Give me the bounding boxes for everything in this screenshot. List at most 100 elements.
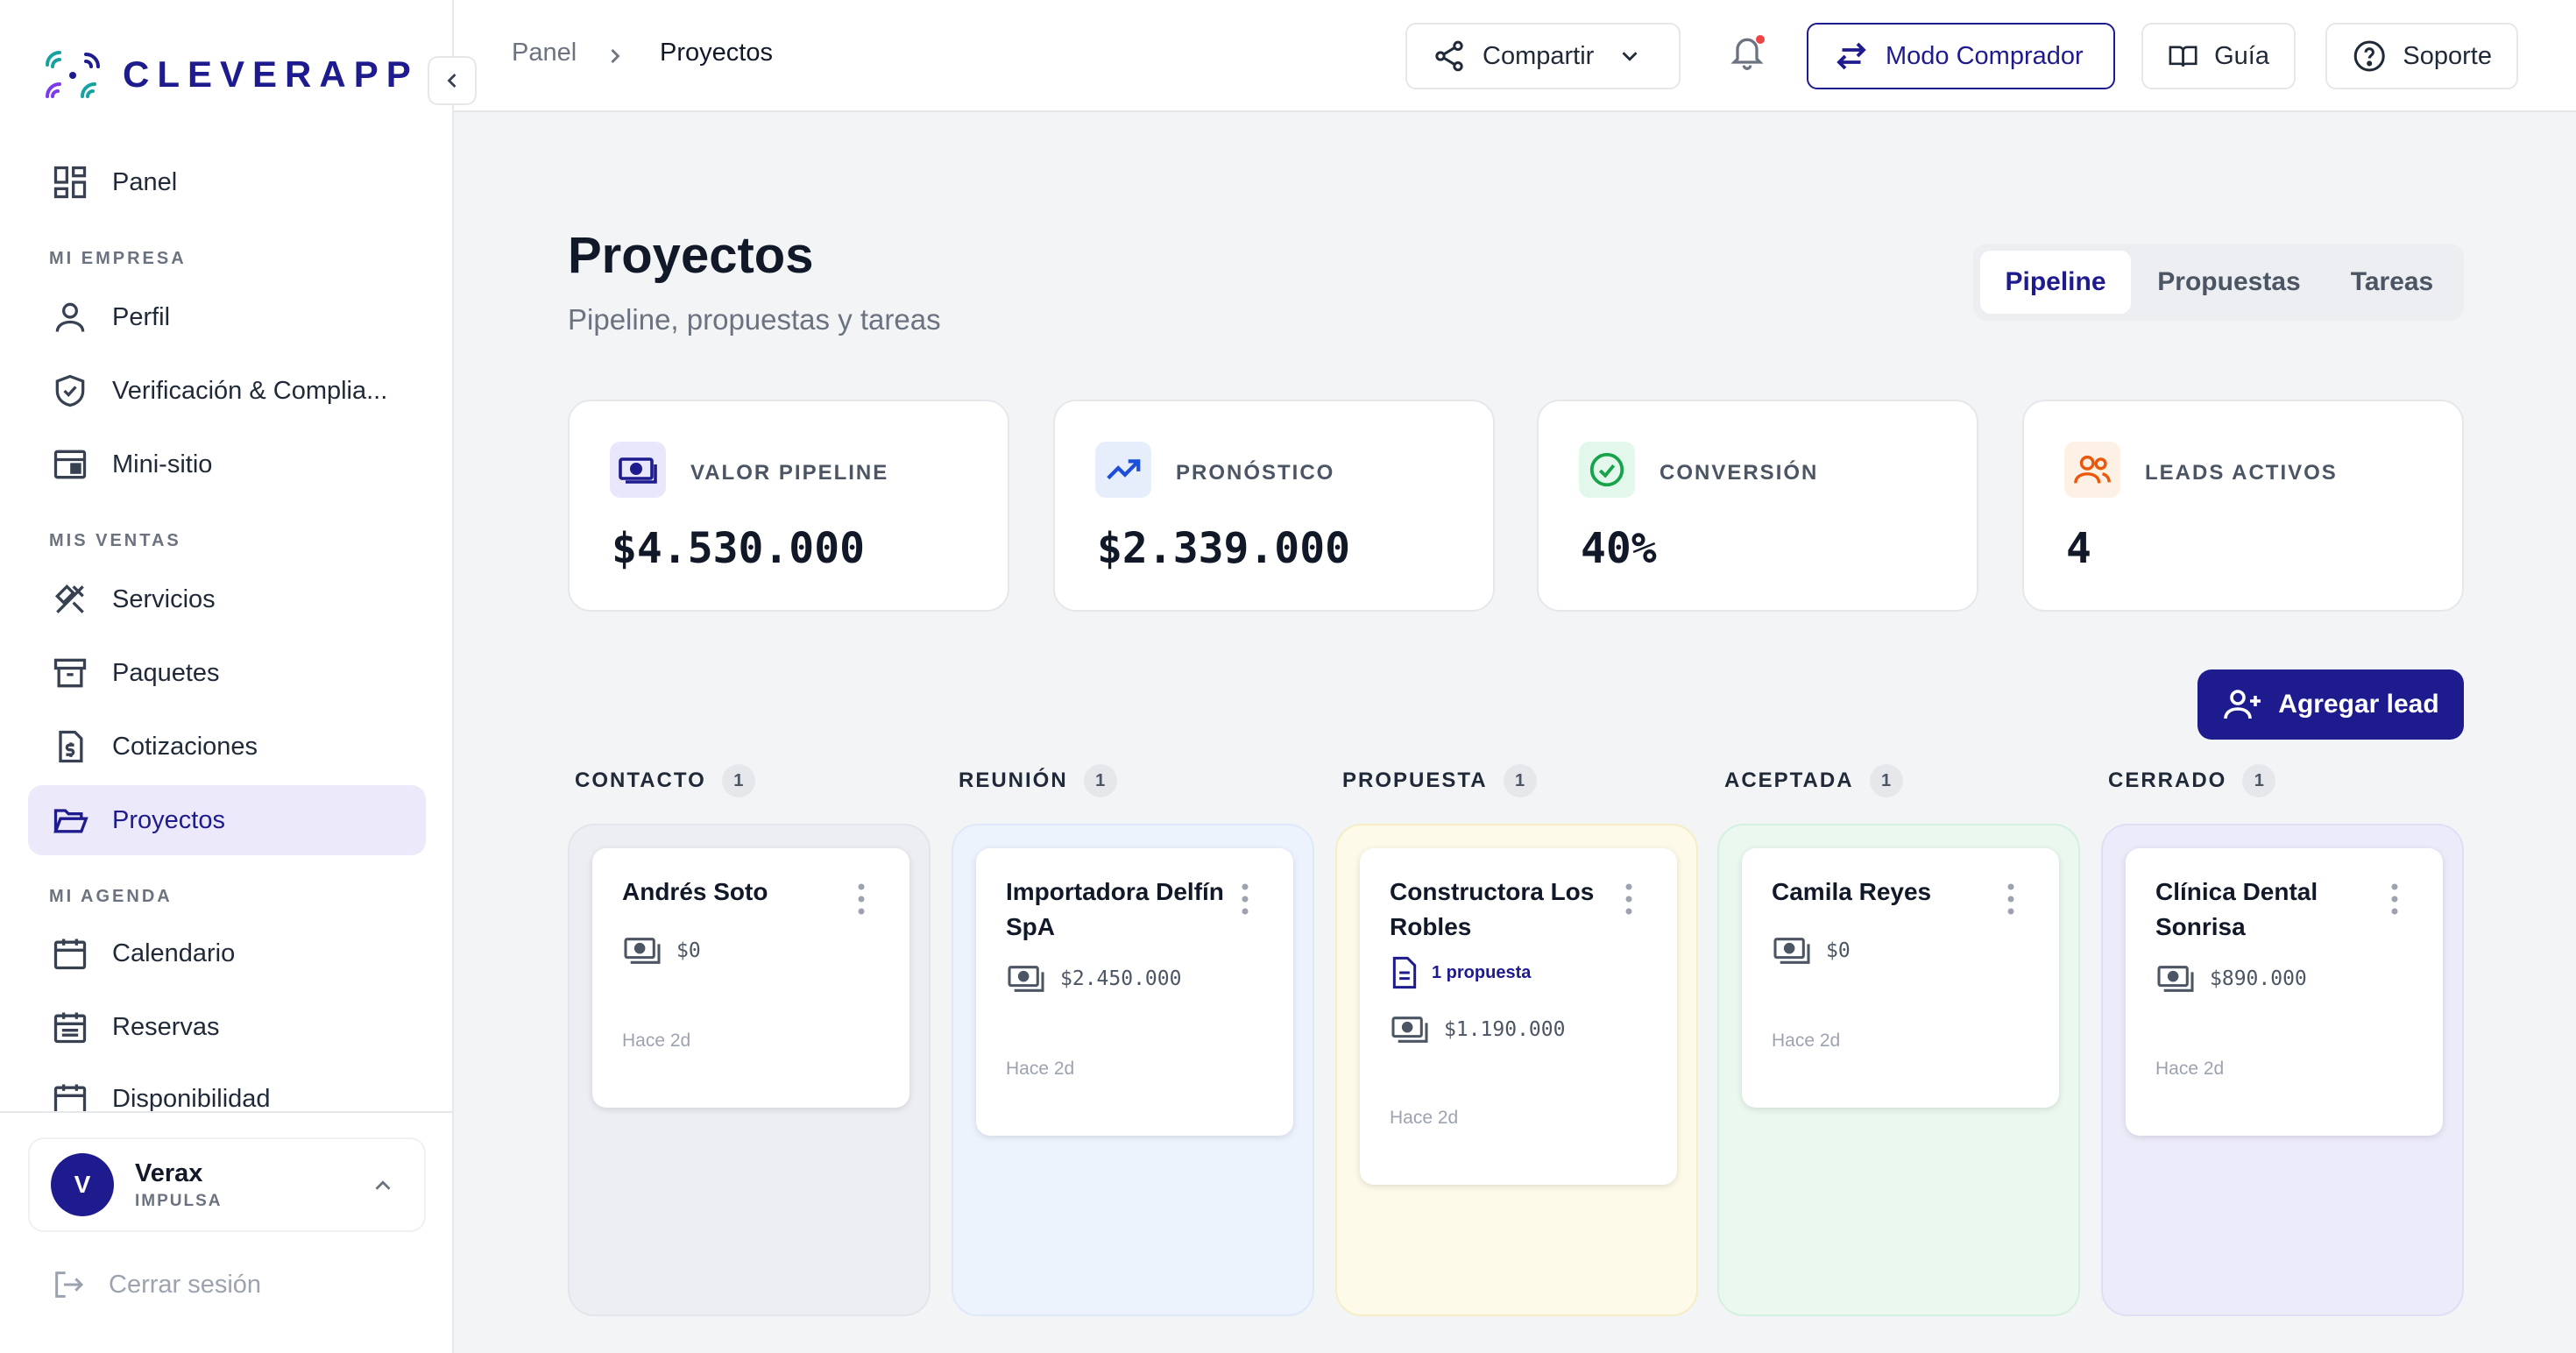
kpi-card-conversion: CONVERSIÓN 40% [1537,400,1978,612]
users-icon [2064,442,2120,498]
kpi-value: $4.530.000 [612,524,865,573]
sidebar-item-mini-sitio[interactable]: Mini-sitio [28,429,426,499]
bell-icon [1730,38,1764,70]
breadcrumb-proyectos: Proyectos [660,39,773,67]
kpi-label: CONVERSIÓN [1660,461,1819,485]
proposal-tag[interactable]: 1 propuesta [1390,955,1531,990]
sidebar-item-label: Perfil [112,302,171,331]
calendar-list-icon [53,1012,87,1044]
lead-amount: $2.450.000 [1060,967,1182,990]
sidebar-item-proyectos[interactable]: Proyectos [28,785,426,855]
pipeline-column-contacto: Andrés Soto $0 Hace 2d [568,824,931,1316]
sidebar-item-paquetes[interactable]: Paquetes [28,638,426,708]
lead-card[interactable]: Constructora Los Robles 1 propuesta $1.1… [1360,848,1677,1185]
share-button[interactable]: Compartir [1405,23,1681,89]
avatar: V [51,1153,114,1216]
nav-overflow-clip: Disponibilidad [0,1066,452,1111]
sidebar-item-cotizaciones[interactable]: Cotizaciones [28,712,426,782]
view-tabs: Pipeline Propuestas Tareas [1973,244,2464,321]
proposal-count: 1 propuesta [1432,962,1532,982]
guide-label: Guía [2214,41,2269,70]
column-count: 1 [1503,764,1537,797]
lead-amount-row: $0 [1772,934,1851,967]
sidebar-item-label: Reservas [112,1012,220,1041]
sidebar-item-label: Proyectos [112,805,225,834]
logo[interactable]: CLEVERAPP [40,40,419,109]
more-vertical-icon[interactable] [1241,883,1249,915]
breadcrumb-panel[interactable]: Panel [512,39,577,67]
add-lead-label: Agregar lead [2278,690,2439,719]
kpi-card-pronostico: PRONÓSTICO $2.339.000 [1053,400,1495,612]
lead-time: Hace 2d [1006,1059,1075,1079]
column-title: CERRADO [2108,769,2227,792]
lead-time: Hace 2d [1390,1108,1459,1128]
lead-name: Importadora Delfín SpA [1006,878,1224,940]
sidebar-item-verificacion[interactable]: Verificación & Complia... [28,356,426,426]
column-header-contacto: CONTACTO 1 [575,764,755,797]
column-title: PROPUESTA [1342,769,1488,792]
kpi-value: $2.339.000 [1097,524,1350,573]
lead-name: Constructora Los Robles [1390,878,1595,940]
kpi-value: 40% [1581,524,1657,573]
user-plus-icon [2224,690,2261,719]
collapse-sidebar-button[interactable] [428,56,477,105]
lead-card[interactable]: Importadora Delfín SpA $2.450.000 Hace 2… [976,848,1293,1136]
folder-open-icon [53,809,88,833]
column-count: 1 [1869,764,1903,797]
column-count: 1 [721,764,755,797]
page-title: Proyectos [568,227,814,284]
sidebar-divider [0,1111,454,1113]
more-vertical-icon[interactable] [2390,883,2399,915]
cash-icon [1391,1017,1428,1043]
kpi-label: PRONÓSTICO [1176,461,1335,485]
sidebar-item-calendario[interactable]: Calendario [28,918,426,988]
sidebar-item-perfil[interactable]: Perfil [28,282,426,352]
archive-box-icon [53,658,87,688]
tab-tareas[interactable]: Tareas [2350,267,2434,296]
dashboard-icon [53,166,87,199]
sidebar-item-label: Paquetes [112,658,220,687]
add-lead-button[interactable]: Agregar lead [2197,669,2464,740]
lead-amount-row: $0 [622,934,701,967]
support-button[interactable]: Soporte [2325,23,2518,89]
lead-amount-row: $890.000 [2155,962,2307,995]
book-open-icon [2169,46,2197,67]
sidebar-item-panel[interactable]: Panel [28,147,426,217]
notifications-button[interactable] [1728,33,1773,79]
page-subtitle: Pipeline, propuestas y tareas [568,303,941,336]
tab-propuestas[interactable]: Propuestas [2157,267,2301,296]
more-vertical-icon[interactable] [2006,883,2015,915]
sidebar-item-label: Verificación & Complia... [112,376,388,405]
buyer-mode-button[interactable]: Modo Comprador [1807,23,2115,89]
lead-card[interactable]: Camila Reyes $0 Hace 2d [1742,848,2059,1108]
user-name: Verax [135,1158,203,1187]
lead-amount: $1.190.000 [1444,1018,1566,1041]
sidebar: CLEVERAPP Panel MI EMPRESA Perfil Verifi… [0,0,454,1353]
sidebar-item-disponibilidad[interactable]: Disponibilidad [28,1066,426,1111]
sidebar-item-reservas[interactable]: Reservas [28,992,426,1062]
more-vertical-icon[interactable] [1624,883,1633,915]
guide-button[interactable]: Guía [2141,23,2296,89]
calendar-icon [53,939,87,970]
sidebar-item-servicios[interactable]: Servicios [28,564,426,634]
column-title: CONTACTO [575,769,706,792]
column-header-cerrado: CERRADO 1 [2108,764,2276,797]
column-count: 1 [1083,764,1117,797]
logout-button[interactable]: Cerrar sesión [51,1267,261,1302]
sidebar-item-label: Cotizaciones [112,732,258,761]
user-icon [55,302,85,332]
more-vertical-icon[interactable] [857,883,866,915]
sidebar-item-label: Panel [112,167,178,196]
user-menu[interactable]: V Verax IMPULSA [28,1137,426,1232]
section-mi-empresa: MI EMPRESA [49,249,187,268]
column-header-propuesta: PROPUESTA 1 [1342,764,1537,797]
lead-card[interactable]: Clínica Dental Sonrisa $890.000 Hace 2d [2126,848,2443,1136]
tab-pipeline[interactable]: Pipeline [1980,251,2131,314]
lead-amount: $0 [676,939,701,962]
chevron-up-icon [375,1180,391,1190]
kpi-card-valor-pipeline: VALOR PIPELINE $4.530.000 [568,400,1009,612]
swap-arrows-icon [1836,42,1866,70]
lead-card[interactable]: Andrés Soto $0 Hace 2d [592,848,909,1108]
section-mis-ventas: MIS VENTAS [49,531,181,550]
cash-icon [2157,966,2194,992]
